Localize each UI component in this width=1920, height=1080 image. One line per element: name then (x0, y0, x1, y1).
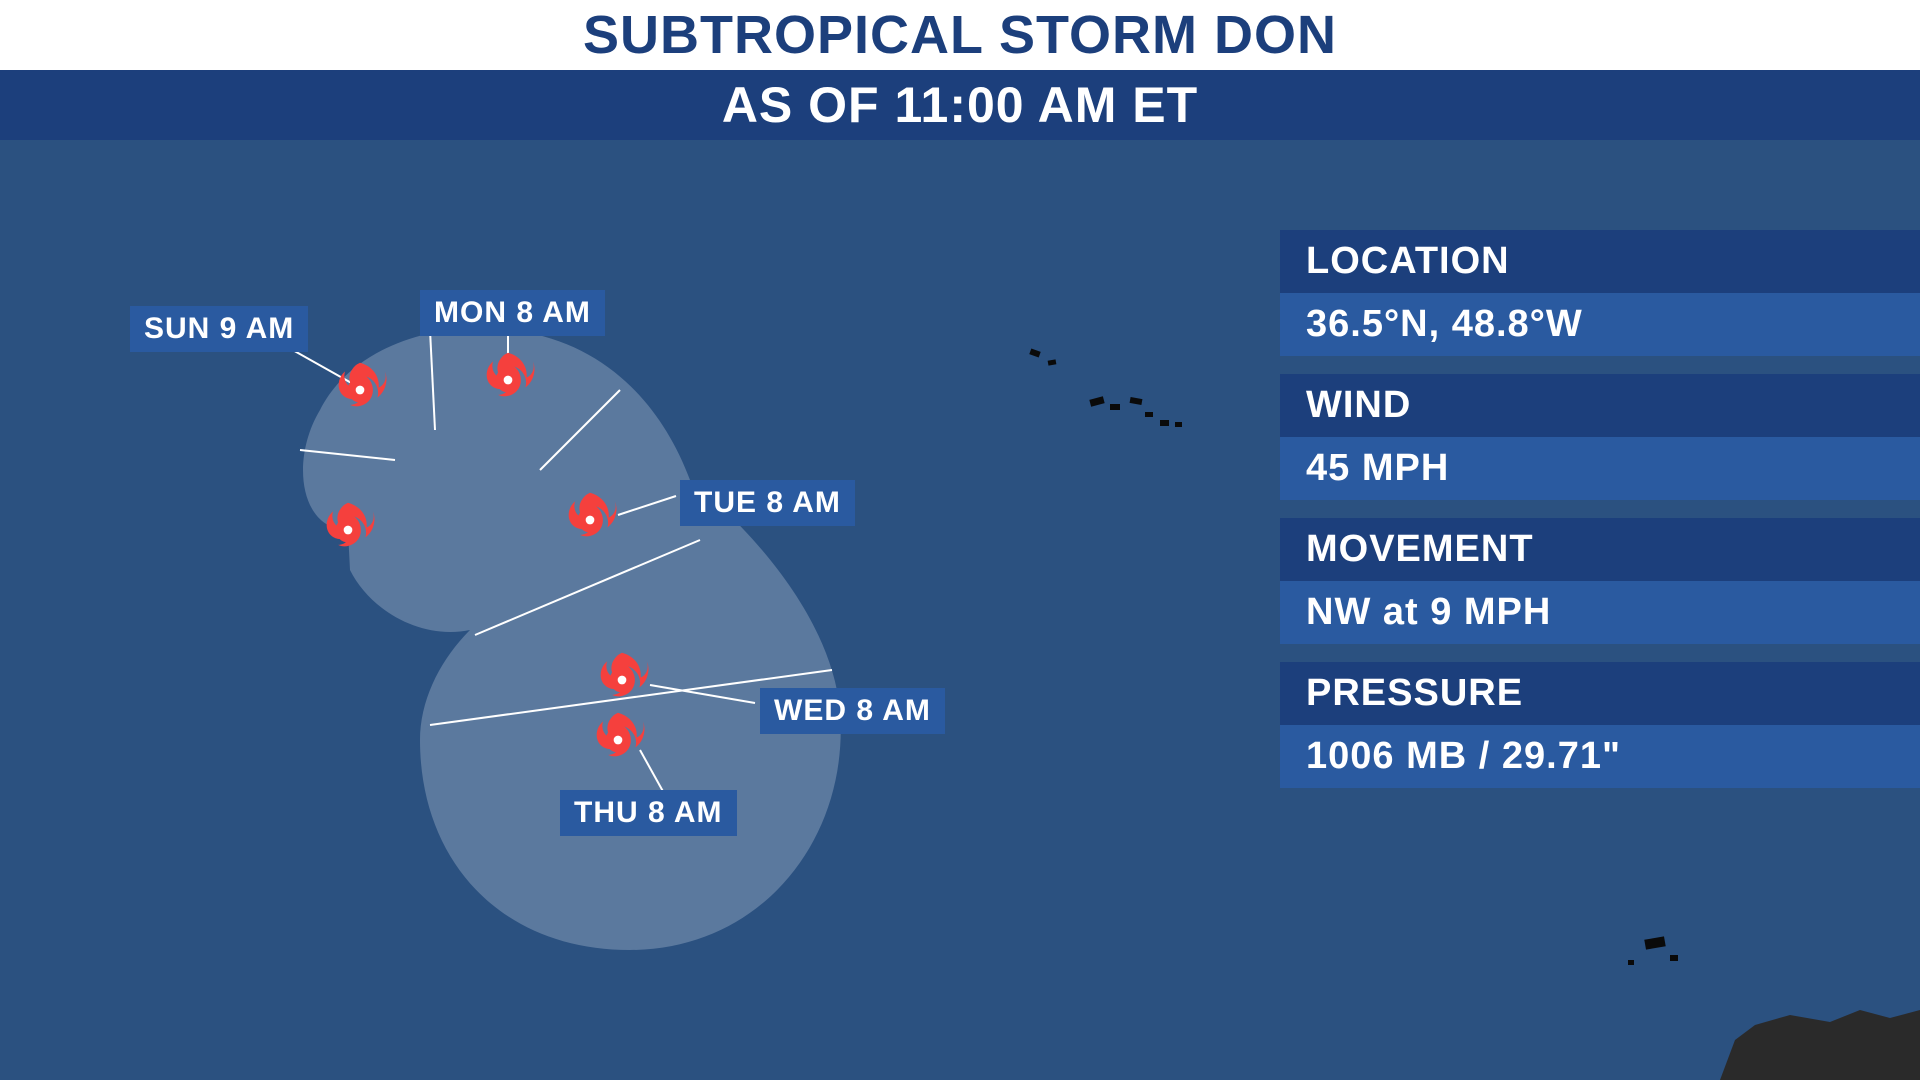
island (1175, 422, 1182, 427)
info-row-movement: MOVEMENT NW at 9 MPH (1280, 518, 1920, 644)
storm-icon (559, 489, 621, 551)
info-row-wind: WIND 45 MPH (1280, 374, 1920, 500)
track-label-thu: THU 8 AM (560, 790, 737, 836)
storm-icon (591, 649, 653, 711)
page-title: SUBTROPICAL STORM DON (583, 4, 1337, 66)
page-subtitle: AS OF 11:00 AM ET (722, 76, 1198, 134)
subtitle-bar: AS OF 11:00 AM ET (0, 70, 1920, 140)
title-bar: SUBTROPICAL STORM DON (0, 0, 1920, 70)
info-label: PRESSURE (1280, 662, 1920, 725)
info-panel: LOCATION 36.5°N, 48.8°W WIND 45 MPH MOVE… (1280, 230, 1920, 806)
land-mass (1660, 960, 1920, 1080)
info-value: 36.5°N, 48.8°W (1280, 293, 1920, 356)
island (1110, 404, 1120, 410)
info-row-location: LOCATION 36.5°N, 48.8°W (1280, 230, 1920, 356)
track-label-wed: WED 8 AM (760, 688, 945, 734)
storm-icon (329, 359, 391, 421)
info-row-pressure: PRESSURE 1006 MB / 29.71" (1280, 662, 1920, 788)
info-value: NW at 9 MPH (1280, 581, 1920, 644)
storm-icon (317, 499, 379, 561)
info-label: LOCATION (1280, 230, 1920, 293)
info-value: 1006 MB / 29.71" (1280, 725, 1920, 788)
forecast-cone (0, 140, 1000, 1080)
track-label-tue: TUE 8 AM (680, 480, 855, 526)
info-label: WIND (1280, 374, 1920, 437)
track-label-mon: MON 8 AM (420, 290, 605, 336)
info-value: 45 MPH (1280, 437, 1920, 500)
storm-icon (477, 349, 539, 411)
island (1628, 960, 1634, 965)
info-label: MOVEMENT (1280, 518, 1920, 581)
storm-icon (587, 709, 649, 771)
track-label-sun: SUN 9 AM (130, 306, 308, 352)
weather-graphic: SUN 9 AM MON 8 AM TUE 8 AM WED 8 AM THU 8 AM… (0, 0, 1920, 1080)
island (1145, 412, 1153, 417)
island (1160, 420, 1169, 426)
